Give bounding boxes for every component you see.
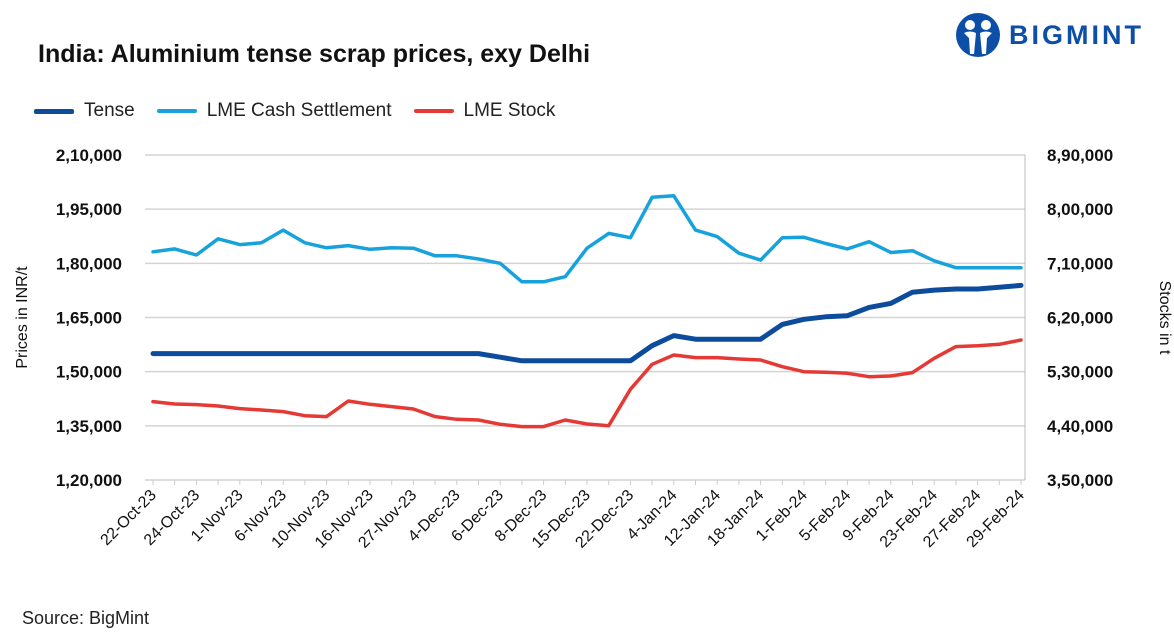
y-tick-label: 1,20,000 <box>56 471 122 490</box>
y-tick-label: 1,50,000 <box>56 363 122 382</box>
y-tick-label: 1,65,000 <box>56 309 122 328</box>
legend-label: Tense <box>84 100 135 121</box>
y2-axis-title: Stocks in t <box>1156 281 1173 355</box>
y2-tick-label: 3,50,000 <box>1047 471 1113 490</box>
chart-title: India: Aluminium tense scrap prices, exy… <box>38 40 591 68</box>
legend-label: LME Cash Settlement <box>206 100 392 121</box>
series-line-lme-stock <box>151 338 1023 429</box>
y2-tick-label: 6,20,000 <box>1047 309 1113 328</box>
bigmint-logo: BIGMINT <box>955 12 1144 58</box>
legend-item-tense: Tense <box>34 100 135 122</box>
y2-tick-label: 8,00,000 <box>1047 200 1113 219</box>
legend-swatch <box>156 109 197 113</box>
legend-swatch <box>34 108 74 114</box>
series-line-lme-cash-settlement <box>151 194 1023 284</box>
legend-label: LME Stock <box>463 100 556 121</box>
logo-icon <box>956 13 1000 57</box>
legend: Tense LME Cash Settlement LME Stock <box>34 100 555 122</box>
legend-item-lme-cash: LME Cash Settlement <box>156 100 392 122</box>
legend-item-lme-stock: LME Stock <box>413 100 556 122</box>
y-tick-label: 1,80,000 <box>56 254 122 273</box>
y-tick-label: 1,35,000 <box>56 417 122 436</box>
y2-tick-label: 5,30,000 <box>1047 363 1113 382</box>
y-tick-label: 1,95,000 <box>56 200 122 219</box>
legend-swatch <box>413 109 454 113</box>
logo-text: BIGMINT <box>1009 19 1144 50</box>
y-tick-label: 2,10,000 <box>56 146 122 165</box>
y2-tick-label: 4,40,000 <box>1047 417 1113 436</box>
y2-tick-label: 8,90,000 <box>1047 146 1113 165</box>
y-axis-title: Prices in INR/t <box>14 266 31 369</box>
y2-tick-label: 7,10,000 <box>1047 254 1113 273</box>
source-note: Source: BigMint <box>22 608 150 628</box>
series-line-tense <box>150 282 1024 364</box>
